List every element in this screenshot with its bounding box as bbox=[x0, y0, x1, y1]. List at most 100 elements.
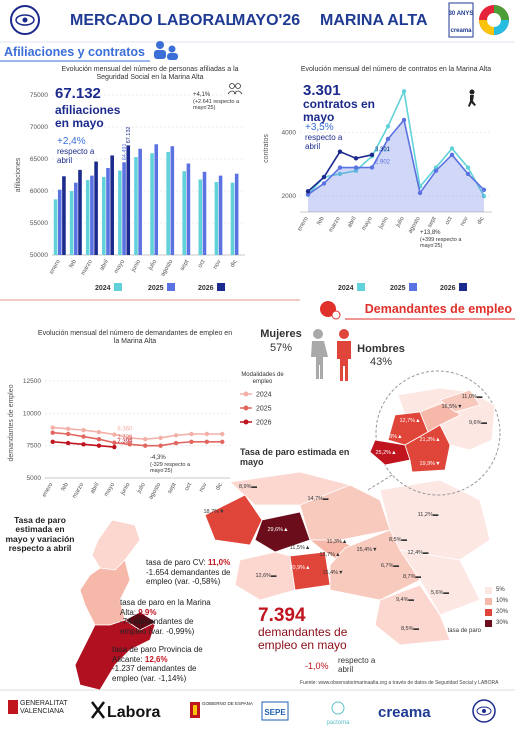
legend-label: 2024 bbox=[95, 285, 111, 292]
x-tick-label: julio bbox=[147, 258, 158, 272]
badge-brand: creama bbox=[450, 28, 472, 34]
point bbox=[189, 431, 194, 437]
map-label: 19,9%▼ bbox=[419, 461, 440, 467]
bar bbox=[126, 145, 131, 255]
bar bbox=[170, 146, 175, 255]
bar bbox=[218, 175, 223, 255]
map-label: 16,5%▼ bbox=[441, 404, 462, 410]
region-change: -1.237 demandantes de empleo (var. -1,14… bbox=[112, 664, 197, 683]
badge bbox=[448, 2, 474, 38]
y-tick-label: 5000 bbox=[27, 475, 42, 482]
legend-label: 2025 bbox=[390, 285, 406, 292]
chart-title: Evolución mensual del número de demandan… bbox=[37, 330, 233, 345]
bar bbox=[106, 167, 110, 255]
map-label: 15,4%▼ bbox=[356, 547, 377, 553]
region-change: -74 demandantes de empleo (var. -0,99%) bbox=[120, 617, 195, 636]
point bbox=[112, 432, 117, 437]
data-label: 7.723 bbox=[117, 435, 133, 441]
point bbox=[204, 431, 210, 437]
y-axis-label: contratos bbox=[263, 134, 270, 163]
bar bbox=[90, 175, 94, 255]
annotation: contratos en mayo bbox=[303, 97, 376, 125]
y-tick-label: 7500 bbox=[27, 443, 42, 450]
map-legend-label: 5% bbox=[496, 587, 505, 593]
point bbox=[433, 168, 439, 173]
labora-logo: Labora bbox=[107, 704, 160, 721]
point bbox=[449, 146, 455, 151]
legend-swatch bbox=[409, 283, 417, 291]
data-label: 8.360 bbox=[117, 427, 133, 433]
data-label: 7.394 bbox=[117, 439, 133, 445]
legend-title: Modalidades de empleo bbox=[241, 372, 284, 385]
bar bbox=[102, 176, 106, 255]
creama-logo: creama bbox=[378, 704, 431, 721]
section-icon bbox=[331, 310, 341, 320]
point bbox=[173, 433, 179, 438]
legend-label: 2024 bbox=[338, 285, 354, 292]
x-tick-label: oct bbox=[197, 259, 206, 269]
sepe-logo: SEPE bbox=[264, 708, 286, 717]
x-tick-label: junio bbox=[378, 215, 390, 230]
x-tick-label: nov bbox=[213, 259, 223, 270]
people-small-icon bbox=[227, 83, 243, 95]
map-label: 13,7%▲ bbox=[319, 552, 340, 558]
x-tick-label: agosto bbox=[160, 258, 175, 277]
point bbox=[50, 430, 55, 435]
gov-flag bbox=[193, 705, 197, 715]
bar bbox=[94, 161, 98, 255]
point bbox=[220, 439, 225, 444]
x-tick-label: mayo bbox=[361, 215, 374, 231]
annotation: +13,8% bbox=[420, 230, 441, 236]
map-legend-label: 10% bbox=[496, 598, 509, 604]
point bbox=[401, 117, 407, 123]
x-tick-label: nov bbox=[199, 482, 209, 493]
line bbox=[52, 426, 223, 440]
point bbox=[353, 165, 359, 170]
point bbox=[112, 440, 117, 445]
point bbox=[465, 165, 471, 170]
point bbox=[173, 440, 179, 446]
bar bbox=[186, 163, 191, 255]
x-tick-label: dic bbox=[230, 259, 239, 269]
zoom-connector bbox=[367, 474, 393, 491]
point bbox=[305, 192, 311, 197]
x-tick-label: enero bbox=[297, 215, 310, 232]
map-label: 12,6%▬ bbox=[255, 573, 277, 579]
map-label: 5,6%▬ bbox=[431, 590, 450, 596]
x-tick-label: marzo bbox=[72, 481, 86, 499]
region-item: tasa de paro Provincia de Alicante: 12,6… bbox=[112, 645, 222, 683]
labora-mark bbox=[91, 701, 105, 719]
y-tick-label: 55000 bbox=[30, 220, 48, 227]
x-tick-label: junio bbox=[130, 258, 142, 273]
map-legend-title: tasa de paro bbox=[448, 628, 482, 634]
legend-swatch bbox=[357, 283, 365, 291]
chart-title: Evolución mensual del número de contrato… bbox=[300, 66, 492, 73]
summary-change: -1,0% bbox=[305, 661, 329, 671]
area bbox=[308, 119, 484, 212]
pacto-logo: pactoma bbox=[326, 720, 350, 726]
bar bbox=[78, 169, 82, 255]
region-item: tasa de paro CV: 11,0% -1.654 demandantes… bbox=[146, 558, 236, 587]
legend-swatch bbox=[114, 283, 122, 291]
point bbox=[189, 439, 194, 444]
map-label: 8,7%▬ bbox=[403, 574, 422, 580]
map-label: 14,7%▬ bbox=[307, 496, 329, 502]
y-axis-label: demandantes de empleo bbox=[8, 384, 15, 461]
map-legend-label: 30% bbox=[496, 620, 509, 626]
sepe-box bbox=[261, 701, 289, 721]
x-tick-label: mayo bbox=[104, 481, 117, 497]
x-tick-label: dic bbox=[477, 216, 486, 226]
data-label: 3.257 bbox=[375, 148, 391, 154]
gva-wrap: GENERALITAT VALENCIANA bbox=[20, 700, 67, 715]
x-tick-label: feb bbox=[60, 481, 70, 492]
x-tick-label: sept bbox=[180, 259, 191, 272]
women-label: Mujeres bbox=[260, 328, 302, 340]
bar bbox=[69, 191, 74, 255]
point bbox=[158, 443, 163, 448]
x-tick-label: marzo bbox=[80, 258, 94, 276]
point bbox=[353, 156, 359, 161]
x-tick-label: enero bbox=[49, 258, 62, 275]
section-title: Demandantes de empleo bbox=[365, 302, 513, 316]
bar bbox=[53, 199, 58, 255]
